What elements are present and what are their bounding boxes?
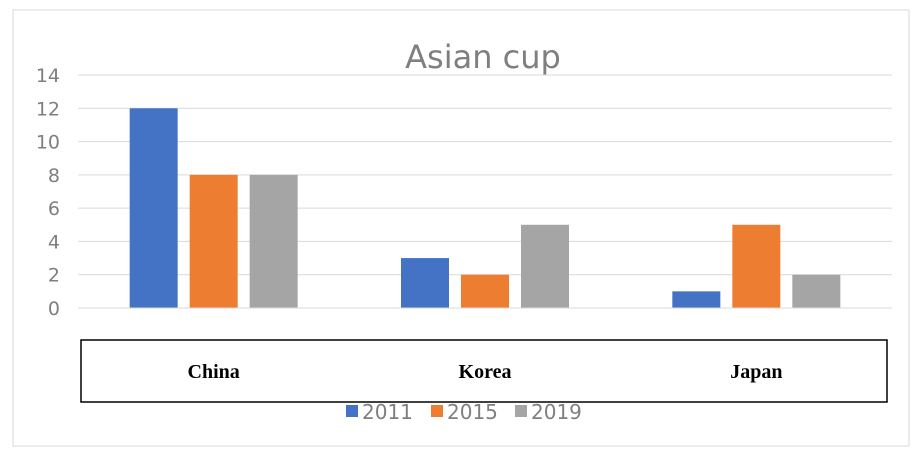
legend-label-2011: 2011 [362, 400, 413, 424]
legend-label-2019: 2019 [531, 400, 582, 424]
bar-2015-korea [461, 274, 509, 308]
bars [129, 108, 841, 309]
category-label-korea: Korea [459, 361, 512, 383]
legend-label-2015: 2015 [447, 400, 498, 424]
bar-2015-china [189, 174, 238, 308]
bar-2019-china [249, 174, 298, 308]
category-label-japan: Japan [730, 361, 782, 383]
bar-2019-korea [521, 224, 569, 308]
bar-2011-korea [401, 258, 449, 308]
chart-title: Asian cup [405, 38, 561, 76]
legend-swatch-2011 [346, 405, 358, 417]
bar-2015-japan [732, 224, 781, 308]
legend: 2011 2015 2019 [346, 400, 582, 424]
y-tick-label: 6 [48, 198, 60, 220]
y-tick-label: 2 [48, 265, 60, 287]
y-tick-label: 4 [48, 231, 60, 253]
category-label-china: China [188, 361, 240, 383]
bar-2011-china [129, 108, 178, 309]
y-tick-label: 8 [48, 165, 60, 187]
category-label-box [80, 339, 888, 403]
y-axis-tick-labels: 0 2 4 6 8 10 12 14 [36, 65, 60, 320]
y-tick-label: 0 [48, 298, 60, 320]
y-tick-label: 12 [36, 98, 60, 120]
bar-2019-japan [792, 274, 841, 308]
legend-swatch-2019 [515, 405, 527, 417]
y-tick-label: 10 [36, 132, 60, 154]
x-axis-category-labels: China Korea Japan [188, 361, 783, 383]
y-tick-label: 14 [36, 65, 60, 87]
legend-swatch-2015 [431, 405, 443, 417]
bar-2011-japan [672, 291, 721, 308]
